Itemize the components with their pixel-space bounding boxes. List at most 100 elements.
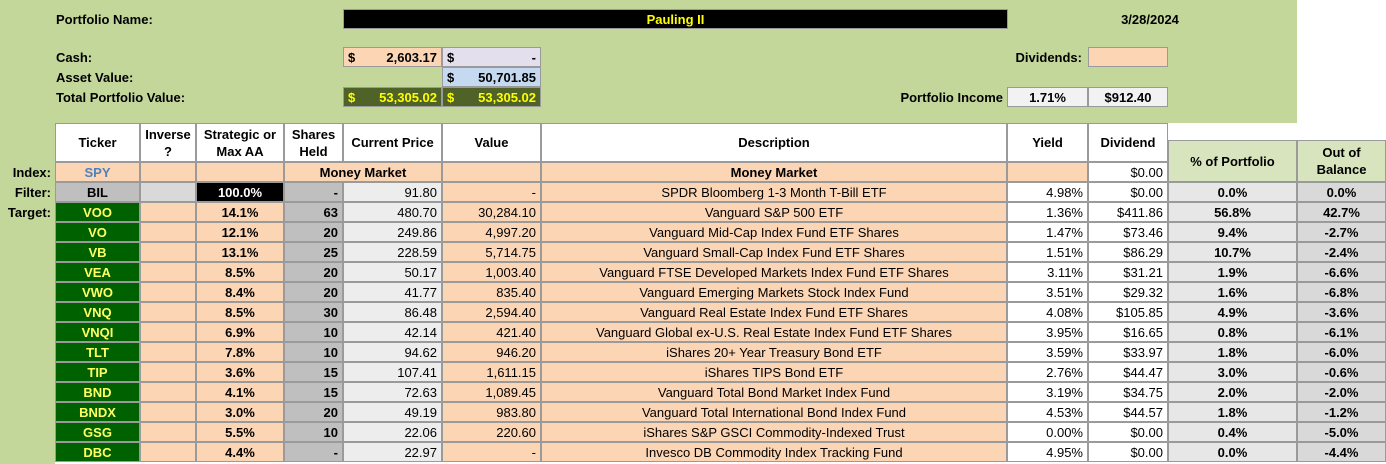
shares-cell: 10	[284, 322, 343, 342]
price-cell-text: 86.48	[404, 304, 437, 320]
strategic-cell-text: 12.1%	[221, 224, 259, 240]
value-cell: 2,594.40	[442, 302, 541, 322]
cash-2: $ -	[442, 47, 541, 67]
price-cell-text: 91.80	[404, 184, 437, 200]
ticker-cell: VOO	[55, 202, 140, 222]
price-cell: 107.41	[343, 362, 442, 382]
oob-cell: -2.4%	[1297, 242, 1386, 262]
inverse-cell	[140, 242, 196, 262]
label-text: Portfolio Income	[900, 89, 1003, 105]
oob-cell-text: -2.0%	[1324, 384, 1359, 400]
pct-cell: 1.9%	[1168, 262, 1297, 282]
asset-value-text: $	[447, 69, 455, 85]
income-yield: 1.71%	[1007, 87, 1088, 107]
oob-cell-text: -2.7%	[1324, 224, 1359, 240]
description-cell-text: iShares 20+ Year Treasury Bond ETF	[666, 344, 882, 360]
description-cell-text: Vanguard Mid-Cap Index Fund ETF Shares	[649, 224, 899, 240]
shares-cell: -	[284, 442, 343, 462]
description-cell: Vanguard Real Estate Index Fund ETF Shar…	[541, 302, 1007, 322]
ticker-cell: BIL	[55, 182, 140, 202]
ticker-cell-text: VWO	[81, 284, 114, 300]
oob-cell: -2.0%	[1297, 382, 1386, 402]
yield-cell-text: 2.76%	[1046, 364, 1083, 380]
total: $53,305.02	[343, 87, 442, 107]
ticker-cell-text: TIP	[87, 364, 108, 380]
income-yield-text: 1.71%	[1029, 89, 1066, 105]
yield-cell-text: 3.95%	[1046, 324, 1083, 340]
oob-cell-text: -1.2%	[1324, 404, 1359, 420]
yield-cell	[1007, 162, 1088, 182]
portfolio-name-text: Pauling II	[646, 11, 705, 27]
price-cell-text: 480.70	[397, 204, 437, 220]
pct-cell-text: 0.8%	[1217, 324, 1248, 340]
oob-cell-text: -4.4%	[1324, 444, 1359, 460]
yield-cell-text: 4.53%	[1046, 404, 1083, 420]
pct-cell: 2.0%	[1168, 382, 1297, 402]
shares-cell-text: 15	[323, 364, 338, 380]
label-text: Asset Value:	[56, 69, 134, 85]
money-market: Money Market	[284, 162, 442, 182]
income-text: $912.40	[1104, 89, 1152, 105]
label-text: Cash:	[56, 49, 93, 65]
pct-cell-text: 9.4%	[1217, 224, 1248, 240]
ticker-cell-text: BIL	[87, 184, 108, 200]
dividend-cell-text: $16.65	[1123, 324, 1163, 340]
shares-cell-text: 20	[323, 284, 338, 300]
column-header-text: Yield	[1032, 135, 1063, 150]
strategic-cell: 13.1%	[196, 242, 284, 262]
money-market-text: Money Market	[319, 164, 407, 180]
pct-cell: 0.0%	[1168, 182, 1297, 202]
description-cell-text: Vanguard Emerging Markets Stock Index Fu…	[639, 284, 909, 300]
label: Total Portfolio Value:	[52, 87, 252, 107]
shares-cell-text: 30	[323, 304, 338, 320]
price-cell-text: 107.41	[397, 364, 437, 380]
value-cell-text: -	[531, 184, 536, 200]
value-cell: 421.40	[442, 322, 541, 342]
column-header-text: Description	[738, 135, 810, 150]
shares-cell-text: 10	[323, 324, 338, 340]
strategic-cell-text: 4.1%	[225, 384, 255, 400]
pct-cell: 10.7%	[1168, 242, 1297, 262]
description-cell: Vanguard Small-Cap Index Fund ETF Shares	[541, 242, 1007, 262]
pct-cell: 56.8%	[1168, 202, 1297, 222]
dividend-cell-text: $411.86	[1116, 204, 1163, 220]
ticker-cell: VO	[55, 222, 140, 242]
description-cell-text: Vanguard Total Bond Market Index Fund	[657, 384, 891, 400]
ticker-cell: VWO	[55, 282, 140, 302]
price-cell: 72.63	[343, 382, 442, 402]
dividend-cell: $86.29	[1088, 242, 1168, 262]
price-cell: 22.06	[343, 422, 442, 442]
description-cell: iShares TIPS Bond ETF	[541, 362, 1007, 382]
description-cell: Money Market	[541, 162, 1007, 182]
shares-cell-text: 25	[323, 244, 338, 260]
oob-cell-text: -6.8%	[1324, 284, 1359, 300]
column-header: Value	[442, 123, 541, 162]
description-cell: Vanguard Total Bond Market Index Fund	[541, 382, 1007, 402]
inverse-cell	[140, 262, 196, 282]
value-cell	[442, 162, 541, 182]
oob-cell: -6.1%	[1297, 322, 1386, 342]
oob-cell: -0.6%	[1297, 362, 1386, 382]
pct-cell-text: 0.0%	[1217, 444, 1248, 460]
strategic-cell: 3.6%	[196, 362, 284, 382]
oob-cell-text: -0.6%	[1324, 364, 1359, 380]
ticker-cell: GSG	[55, 422, 140, 442]
ticker-cell-text: TLT	[86, 344, 109, 360]
pct-cell: 4.9%	[1168, 302, 1297, 322]
yield-cell: 4.98%	[1007, 182, 1088, 202]
value-cell: 1,003.40	[442, 262, 541, 282]
shares-cell: 15	[284, 382, 343, 402]
pct-cell: 9.4%	[1168, 222, 1297, 242]
label-text: Portfolio Name:	[56, 11, 153, 27]
shares-cell: 25	[284, 242, 343, 262]
column-header-text: Inverse ?	[145, 126, 191, 159]
yield-cell: 3.11%	[1007, 262, 1088, 282]
dividend-cell-text: $44.57	[1123, 404, 1163, 420]
strategic-cell-text: 8.5%	[225, 304, 255, 320]
label: Cash:	[52, 47, 252, 67]
ticker-cell: DBC	[55, 442, 140, 462]
value-cell: 220.60	[442, 422, 541, 442]
value-cell-text: 1,611.15	[486, 364, 536, 380]
column-header-text: Dividend	[1100, 135, 1156, 150]
